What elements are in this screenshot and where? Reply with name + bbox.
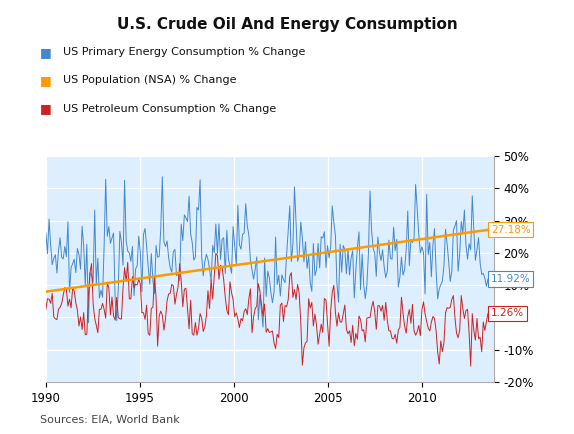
Text: ■: ■ xyxy=(40,74,52,87)
Text: ■: ■ xyxy=(40,46,52,59)
Text: US Petroleum Consumption % Change: US Petroleum Consumption % Change xyxy=(63,103,277,114)
Text: 1.26%: 1.26% xyxy=(491,309,524,319)
Text: 11.92%: 11.92% xyxy=(491,274,530,284)
Text: ■: ■ xyxy=(40,102,52,115)
Text: 27.18%: 27.18% xyxy=(491,225,530,235)
Text: US Primary Energy Consumption % Change: US Primary Energy Consumption % Change xyxy=(63,47,305,57)
Text: US Population (NSA) % Change: US Population (NSA) % Change xyxy=(63,75,236,85)
Text: Sources: EIA, World Bank: Sources: EIA, World Bank xyxy=(40,415,180,425)
Text: U.S. Crude Oil And Energy Consumption: U.S. Crude Oil And Energy Consumption xyxy=(117,17,457,33)
